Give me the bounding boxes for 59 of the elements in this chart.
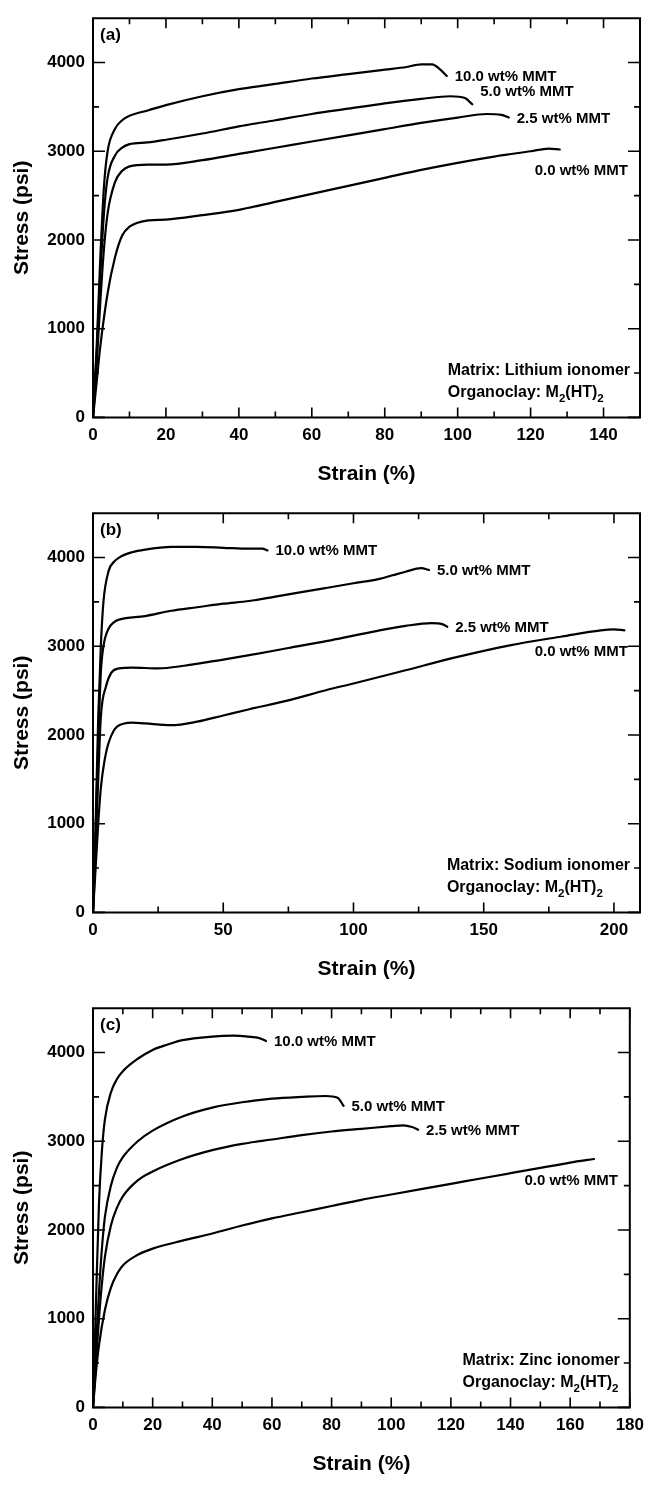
y-tick-label: 0 [75,902,86,922]
y-tick-label: 4000 [47,52,86,72]
x-tick-label: 40 [229,425,249,445]
series-label: 5.0 wt% MMT [351,1096,445,1114]
y-tick-label: 4000 [47,1042,86,1062]
annotation: Matrix: Zinc ionomer [462,1351,620,1369]
y-tick-label: 3000 [47,1130,86,1150]
y-tick-label: 0 [75,407,86,427]
y-tick-label: 2000 [47,229,86,249]
x-tick-label: 100 [377,1415,406,1435]
x-tick-label: 160 [555,1415,585,1435]
x-tick-label: 120 [436,1415,466,1435]
y-axis-title: Stress (psi) [9,160,33,275]
chart-title: (a) [100,25,121,45]
x-tick-label: 120 [516,425,545,445]
y-tick-label: 2000 [47,724,86,744]
x-tick-label: 150 [469,920,498,940]
x-tick-label: 60 [302,425,322,445]
series-label: 10.0 wt% MMT [454,66,557,84]
x-tick-label: 60 [262,1415,282,1435]
legend-label: 2.5 wt% MMT [516,108,611,126]
annotation: Matrix: Sodium ionomer [446,856,630,874]
series-label: 2.5 wt% MMT [426,1120,520,1138]
chart-title: (b) [100,520,122,540]
y-tick-label: 1000 [47,1308,86,1328]
x-tick-label: 50 [213,920,233,940]
x-axis-title: Strain (%) [312,1451,411,1475]
x-tick-label: 200 [599,920,629,940]
y-axis-title: Stress (psi) [9,1150,33,1265]
y-tick-label: 1000 [47,813,86,833]
x-tick-label: 80 [375,425,395,445]
y-tick-label: 2000 [47,1219,86,1239]
series-label: 5.0 wt% MMT [437,560,531,578]
series-label: 10.0 wt% MMT [273,1032,376,1050]
y-tick-label: 0 [75,1397,86,1417]
chart-title: (c) [100,1015,121,1035]
x-tick-label: 80 [322,1415,342,1435]
series-label: 5.0 wt% MMT [480,82,574,100]
legend-label: 0.0 wt% MMT [534,642,628,660]
x-tick-label: 140 [496,1415,525,1435]
y-tick-label: 3000 [47,635,86,655]
y-axis-title: Stress (psi) [9,655,33,770]
x-tick-label: 180 [615,1415,645,1435]
x-axis-title: Strain (%) [317,956,416,980]
x-tick-label: 100 [339,920,368,940]
x-tick-label: 20 [143,1415,163,1435]
y-tick-label: 1000 [47,318,86,338]
x-tick-label: 40 [202,1415,222,1435]
legend-label: 0.0 wt% MMT [524,1171,618,1189]
x-tick-label: 140 [589,425,618,445]
series-label: 2.5 wt% MMT [455,617,549,635]
x-axis-title: Strain (%) [317,461,416,485]
series-label: 10.0 wt% MMT [275,541,378,559]
y-tick-label: 3000 [47,140,86,160]
y-tick-label: 4000 [47,547,86,567]
series-label: 0.0 wt% MMT [534,161,628,179]
x-tick-label: 100 [443,425,472,445]
annotation: Matrix: Lithium ionomer [447,361,631,379]
x-tick-label: 20 [156,425,176,445]
